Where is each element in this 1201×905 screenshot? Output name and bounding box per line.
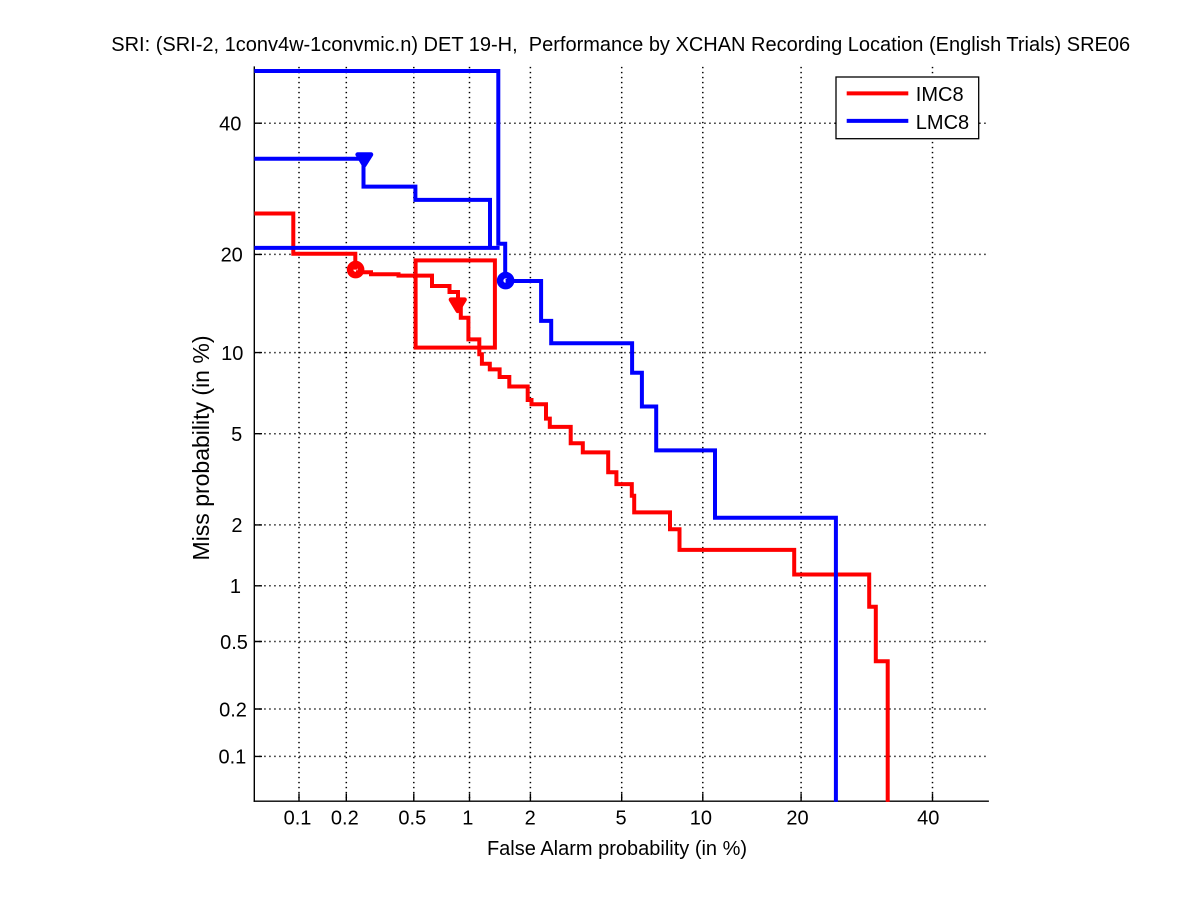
svg-text:1: 1 (230, 576, 241, 598)
svg-text:10: 10 (690, 808, 712, 830)
svg-text:0.5: 0.5 (220, 632, 248, 654)
svg-text:5: 5 (616, 808, 627, 830)
svg-text:LMC8: LMC8 (916, 112, 969, 134)
svg-text:20: 20 (786, 808, 808, 830)
svg-text:2: 2 (525, 808, 536, 830)
svg-text:0.2: 0.2 (219, 699, 247, 721)
svg-text:Miss probability (in %): Miss probability (in %) (188, 336, 214, 561)
svg-text:10: 10 (221, 343, 243, 365)
svg-text:0.5: 0.5 (398, 808, 426, 830)
svg-text:0.1: 0.1 (218, 747, 246, 769)
svg-text:0.2: 0.2 (331, 808, 359, 830)
svg-text:2: 2 (231, 515, 242, 537)
svg-text:40: 40 (917, 808, 939, 830)
svg-text:0.1: 0.1 (284, 808, 312, 830)
svg-text:False Alarm probability (in %): False Alarm probability (in %) (487, 838, 747, 860)
svg-text:5: 5 (231, 424, 242, 446)
svg-text:SRI: (SRI-2, 1conv4w-1convmic.: SRI: (SRI-2, 1conv4w-1convmic.n) DET 19-… (111, 34, 1130, 56)
svg-text:IMC8: IMC8 (916, 84, 964, 106)
svg-text:20: 20 (221, 245, 243, 267)
svg-text:40: 40 (219, 114, 241, 136)
svg-text:1: 1 (462, 808, 473, 830)
